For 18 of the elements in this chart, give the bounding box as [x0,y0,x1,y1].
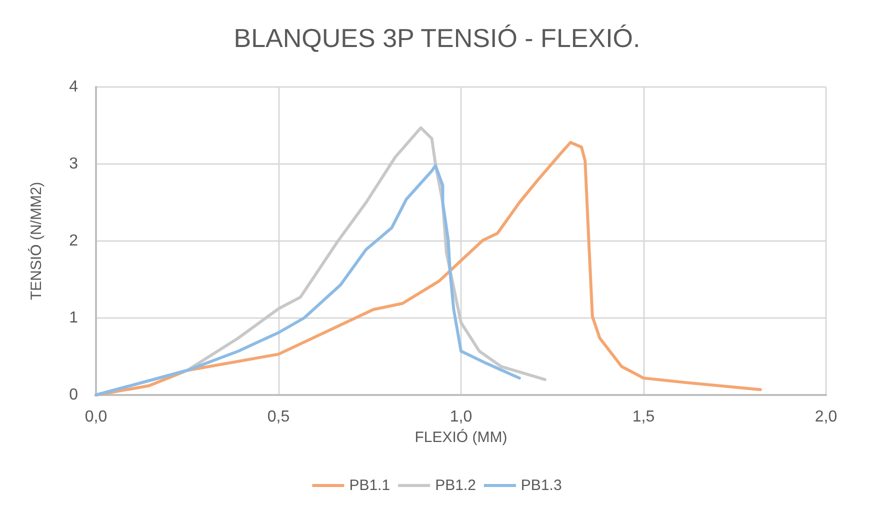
y-tick-label: 2 [69,232,78,250]
x-tick-label: 0,5 [267,408,290,426]
y-tick-label: 1 [69,310,78,326]
chart-title: BLANQUES 3P TENSIÓ - FLEXIÓ. [234,23,640,53]
x-tick-label: 0,0 [84,408,108,426]
legend-label: PB1.1 [349,477,390,494]
line-series [94,164,521,396]
y-tick-label: 3 [69,156,78,172]
line-series [94,140,762,396]
y-axis-title: TENSIÓ (N/MM2) [27,182,45,300]
x-tick-label: 2,0 [814,408,838,426]
x-tick-label: 1,5 [632,408,655,426]
x-tick-label: 1,0 [450,408,472,426]
x-axis-title: FLEXIÓ (MM) [414,428,508,446]
legend-label: PB1.3 [520,477,562,494]
y-tick-label: 0 [69,386,78,404]
legend-label: PB1.2 [435,477,476,494]
y-tick-label: 4 [69,78,78,96]
